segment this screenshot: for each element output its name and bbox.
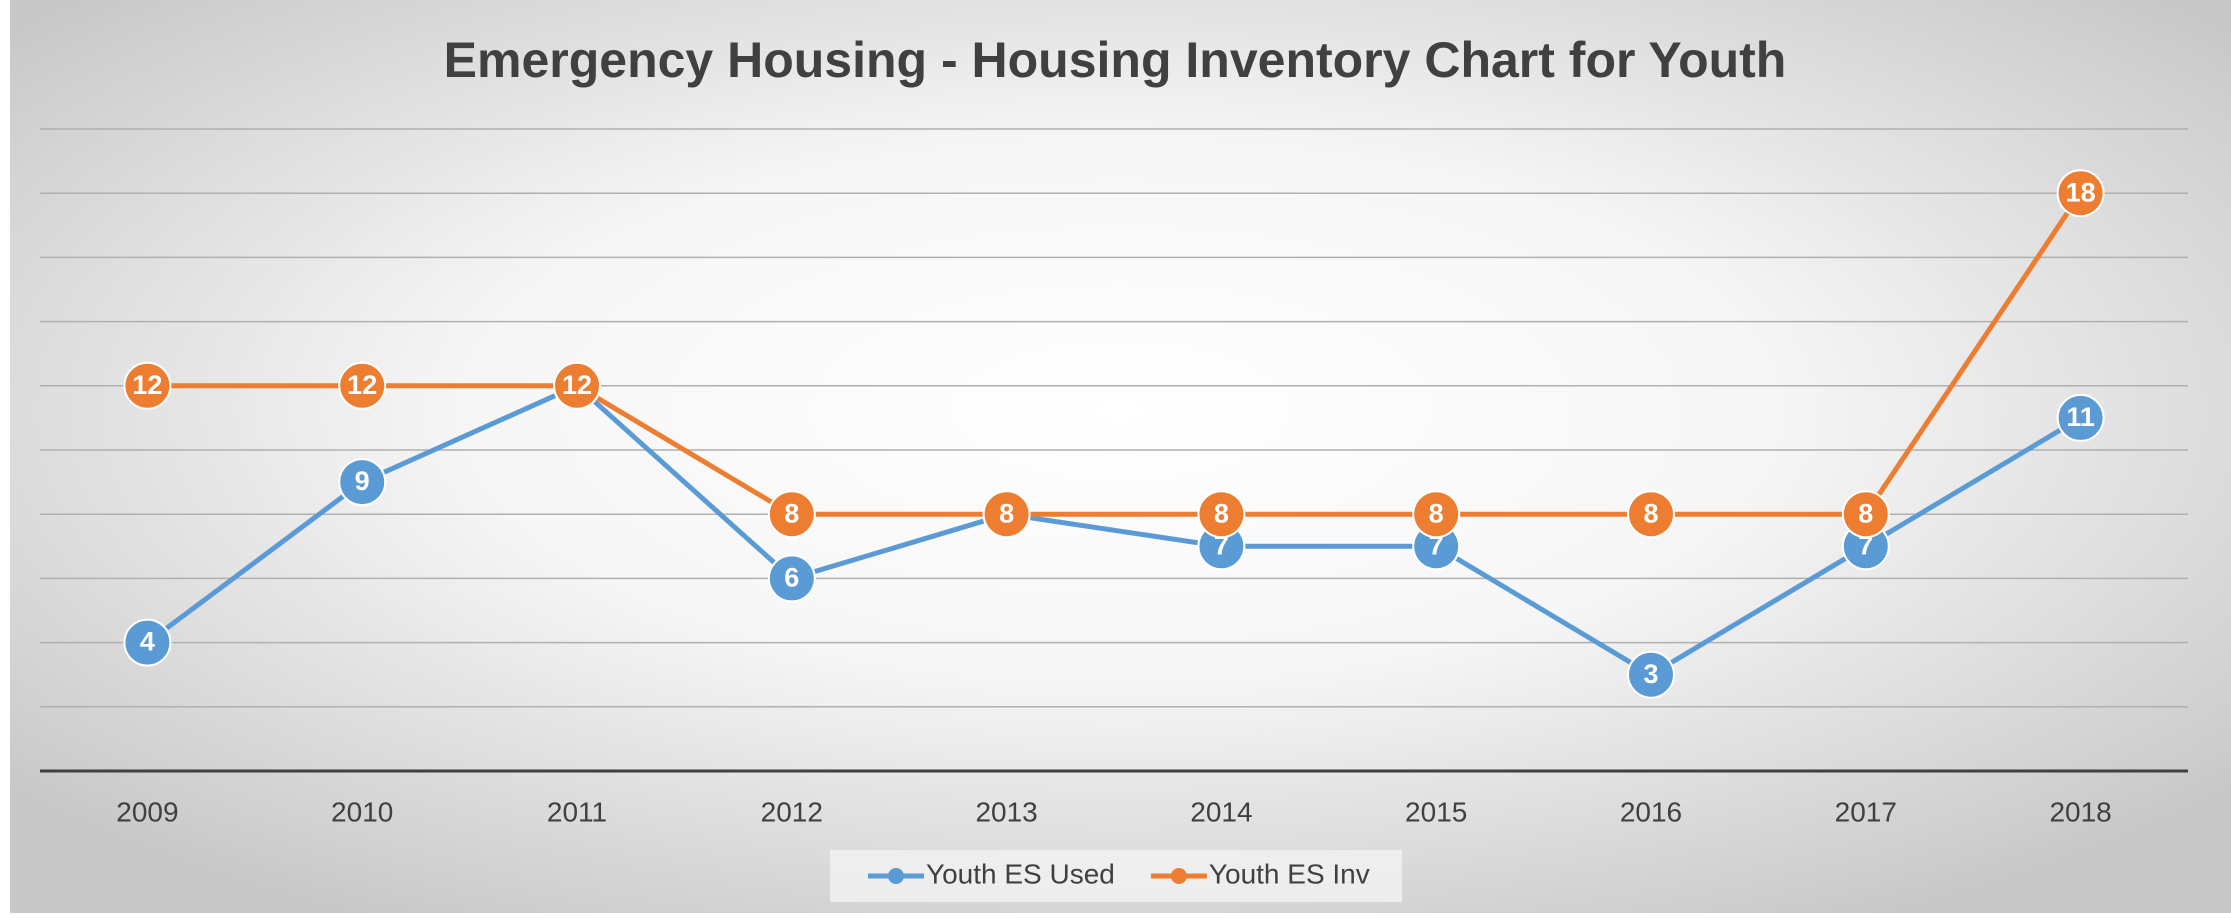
x-tick-label: 2014 xyxy=(1190,796,1252,827)
chart-background xyxy=(10,0,2231,913)
point-marker xyxy=(553,361,601,410)
x-tick-label: 2013 xyxy=(975,796,1037,827)
legend-box xyxy=(830,850,1402,902)
legend-marker xyxy=(888,868,904,884)
data-label: 8 xyxy=(784,498,799,528)
grid: 2009 2010 2011 2012 2013 2014 2015 2016 2017 2018 xyxy=(40,128,2188,827)
point-marker xyxy=(1197,490,1246,539)
x-tick-label: 2018 xyxy=(2049,796,2111,827)
point-marker xyxy=(2056,393,2105,442)
point-marker xyxy=(982,490,1031,539)
point-marker xyxy=(123,361,172,410)
point-marker xyxy=(1841,490,1890,539)
data-label: 11 xyxy=(2066,402,2095,432)
data-label: 4 xyxy=(140,627,155,657)
point-marker xyxy=(338,458,387,507)
data-label: 7 xyxy=(1429,530,1444,560)
series-line xyxy=(145,383,2082,678)
data-label: 12 xyxy=(132,370,162,400)
point-marker xyxy=(1627,490,1675,539)
series-line xyxy=(147,191,2083,517)
point-marker xyxy=(123,618,172,667)
chart-title: Emergency Housing - Housing Inventory Ch… xyxy=(444,32,1787,88)
data-label: 8 xyxy=(1643,498,1658,528)
legend-label: Youth ES Inv xyxy=(1209,858,1370,889)
x-tick-label: 2011 xyxy=(547,796,607,827)
legend: Youth ES Used Youth ES Inv xyxy=(830,850,1402,902)
x-tick-label: 2017 xyxy=(1835,796,1897,827)
data-label: 8 xyxy=(1429,498,1444,528)
data-label: 8 xyxy=(999,498,1014,528)
point-marker xyxy=(2056,169,2105,218)
data-label: 9 xyxy=(355,466,370,496)
point-marker xyxy=(767,554,816,603)
x-tick-label: 2009 xyxy=(116,796,178,827)
data-label: 8 xyxy=(1858,498,1873,528)
data-label: 3 xyxy=(1643,659,1658,689)
point-marker xyxy=(338,361,387,410)
point-marker xyxy=(767,490,816,539)
data-label: 8 xyxy=(1214,498,1229,528)
data-label: 12 xyxy=(562,370,592,400)
point-marker xyxy=(1627,650,1675,699)
data-label: 7 xyxy=(1214,530,1229,560)
legend-label: Youth ES Used xyxy=(926,858,1115,889)
plot: 49126877371112121288888818 xyxy=(123,169,2105,699)
x-tick-label: 2012 xyxy=(761,796,823,827)
data-label: 18 xyxy=(2066,177,2096,207)
data-label: 7 xyxy=(1858,530,1873,560)
x-tick-label: 2015 xyxy=(1405,796,1467,827)
data-label: 6 xyxy=(784,563,799,593)
point-marker xyxy=(1412,490,1461,539)
data-label: 12 xyxy=(347,370,377,400)
legend-marker xyxy=(1170,868,1187,884)
x-tick-label: 2010 xyxy=(331,796,393,827)
x-tick-label: 2016 xyxy=(1620,796,1682,827)
